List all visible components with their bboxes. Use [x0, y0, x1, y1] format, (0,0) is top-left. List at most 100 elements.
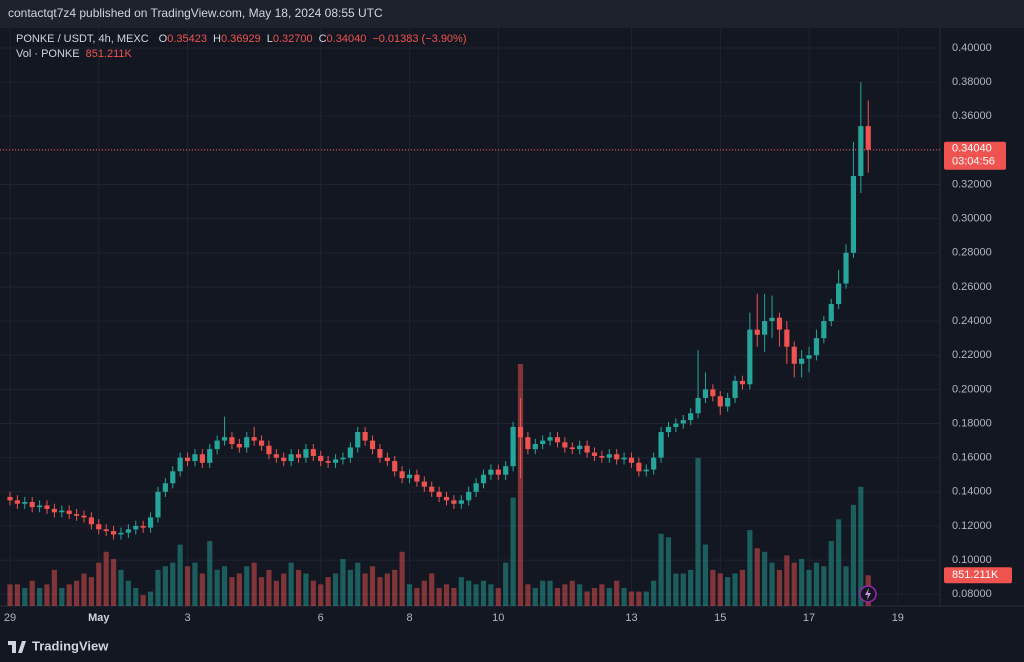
volume-bar: [466, 580, 472, 606]
candle-body: [858, 126, 864, 176]
symbol-legend: PONKE / USDT, 4h, MEXC O0.35423 H0.36929 L0…: [16, 33, 467, 45]
volume-bar: [103, 551, 109, 606]
candle-body: [147, 517, 154, 528]
countdown-label: 03:04:56: [952, 156, 995, 168]
candle-body: [140, 525, 146, 528]
volume-bar: [643, 591, 649, 606]
candle-body: [473, 483, 479, 492]
y-tick-label: 0.36000: [952, 110, 992, 122]
volume-bar: [133, 587, 139, 606]
candle-body: [599, 455, 605, 458]
volume-bar: [584, 591, 590, 606]
published-note: contactqt7z4 published on TradingView.co…: [8, 6, 383, 20]
candle-body: [36, 505, 43, 508]
ohlc-value: 0.36929: [221, 33, 261, 45]
x-tick-label: 13: [625, 612, 637, 624]
last-price-label: 0.34040: [952, 143, 992, 155]
candle-body: [769, 317, 775, 322]
candle-body: [843, 252, 849, 284]
volume-bar: [517, 363, 524, 606]
candle-body: [665, 426, 672, 433]
volume-bar: [192, 562, 198, 606]
volume-bar: [199, 573, 205, 606]
candle-body: [332, 459, 339, 463]
candle-body: [325, 461, 331, 463]
volume-bar: [717, 573, 723, 606]
volume-bar: [406, 584, 413, 606]
ohlc-value: 0.32700: [273, 33, 313, 45]
candle-body: [754, 329, 760, 335]
candle-body: [510, 426, 516, 467]
volume-bar: [162, 566, 168, 606]
plot: 0.08000 0.10000 0.12000 0.14000 0.16000 0.180…: [0, 28, 1024, 630]
volume-bar: [384, 573, 390, 606]
candle-body: [621, 457, 627, 460]
volume-bar: [606, 587, 612, 606]
candle-body: [606, 454, 612, 458]
candle-body: [110, 531, 117, 535]
volume-bar: [747, 530, 753, 606]
volume-bar: [140, 595, 146, 606]
volume-bar: [732, 573, 738, 606]
volume-bar: [858, 486, 864, 606]
candle-body: [244, 437, 250, 448]
candle-body: [776, 317, 783, 330]
volume-bar: [710, 569, 716, 606]
volume-legend: Vol · PONKE 851.211K: [16, 48, 133, 60]
candle-body: [318, 455, 324, 462]
candle-body: [73, 513, 80, 516]
volume-bar: [7, 584, 13, 606]
volume-bar: [451, 587, 457, 606]
volume-bar: [695, 457, 701, 606]
volume-title: Vol · PONKE: [16, 48, 80, 60]
candle-body: [429, 486, 435, 492]
volume-bar: [221, 566, 228, 606]
candle-body: [392, 461, 398, 472]
candle-body: [577, 445, 583, 450]
candle-body: [162, 483, 168, 492]
candle-body: [229, 437, 235, 445]
top-bar: [0, 0, 1024, 28]
volume-bar: [850, 504, 857, 606]
candle-body: [258, 440, 265, 446]
candle-body: [799, 358, 805, 364]
volume-bar: [762, 551, 768, 606]
volume-bar: [44, 584, 50, 606]
volume-bar: [369, 566, 376, 606]
candle-body: [421, 481, 427, 487]
candle-body: [569, 447, 575, 450]
candle-body: [221, 437, 228, 441]
x-tick-label: 8: [406, 612, 412, 624]
change: −0.01383 (−3.90%): [372, 33, 466, 45]
ohlc-key: O: [159, 33, 168, 45]
volume-bar: [458, 577, 464, 606]
candle-body: [170, 471, 176, 484]
volume-bar: [821, 566, 827, 606]
ohlc-value: 0.34040: [327, 33, 367, 45]
candle-body: [710, 389, 716, 397]
y-tick-label: 0.28000: [952, 247, 992, 259]
candle-body: [377, 449, 383, 458]
volume-bar: [273, 580, 279, 606]
ohlc-value: 0.35423: [167, 33, 207, 45]
x-tick-label: 19: [892, 612, 904, 624]
symbol: PONKE / USDT, 4h, MEXC: [16, 33, 149, 45]
candle-body: [806, 355, 812, 359]
volume-value: 851.211K: [86, 48, 133, 60]
candle-body: [503, 466, 509, 475]
volume-bar: [229, 577, 235, 606]
candle-body: [636, 462, 642, 472]
volume-bar: [29, 580, 35, 606]
volume-bar: [310, 580, 316, 606]
candle-body: [525, 437, 531, 450]
candle-body: [791, 346, 797, 364]
y-tick-label: 0.26000: [952, 281, 992, 293]
volume-bar: [392, 569, 398, 606]
volume-bar: [73, 580, 80, 606]
candle-body: [184, 457, 191, 462]
candle-body: [29, 502, 35, 508]
volume-bar: [184, 566, 191, 606]
volume-bar: [14, 584, 20, 606]
y-tick-label: 0.10000: [952, 554, 992, 566]
